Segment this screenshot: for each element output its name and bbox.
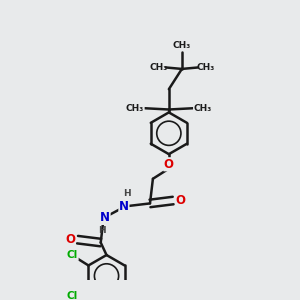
Text: N: N (119, 200, 129, 213)
Text: N: N (100, 212, 110, 224)
Text: CH₃: CH₃ (173, 41, 191, 50)
Text: CH₃: CH₃ (196, 63, 214, 72)
Text: H: H (98, 226, 106, 235)
Text: O: O (176, 194, 185, 207)
Text: Cl: Cl (67, 292, 78, 300)
Text: Cl: Cl (67, 250, 78, 260)
Text: CH₃: CH₃ (149, 63, 167, 72)
Text: O: O (164, 158, 174, 171)
Text: O: O (65, 233, 75, 246)
Text: CH₃: CH₃ (194, 103, 212, 112)
Text: CH₃: CH₃ (126, 103, 144, 112)
Text: H: H (123, 189, 130, 198)
